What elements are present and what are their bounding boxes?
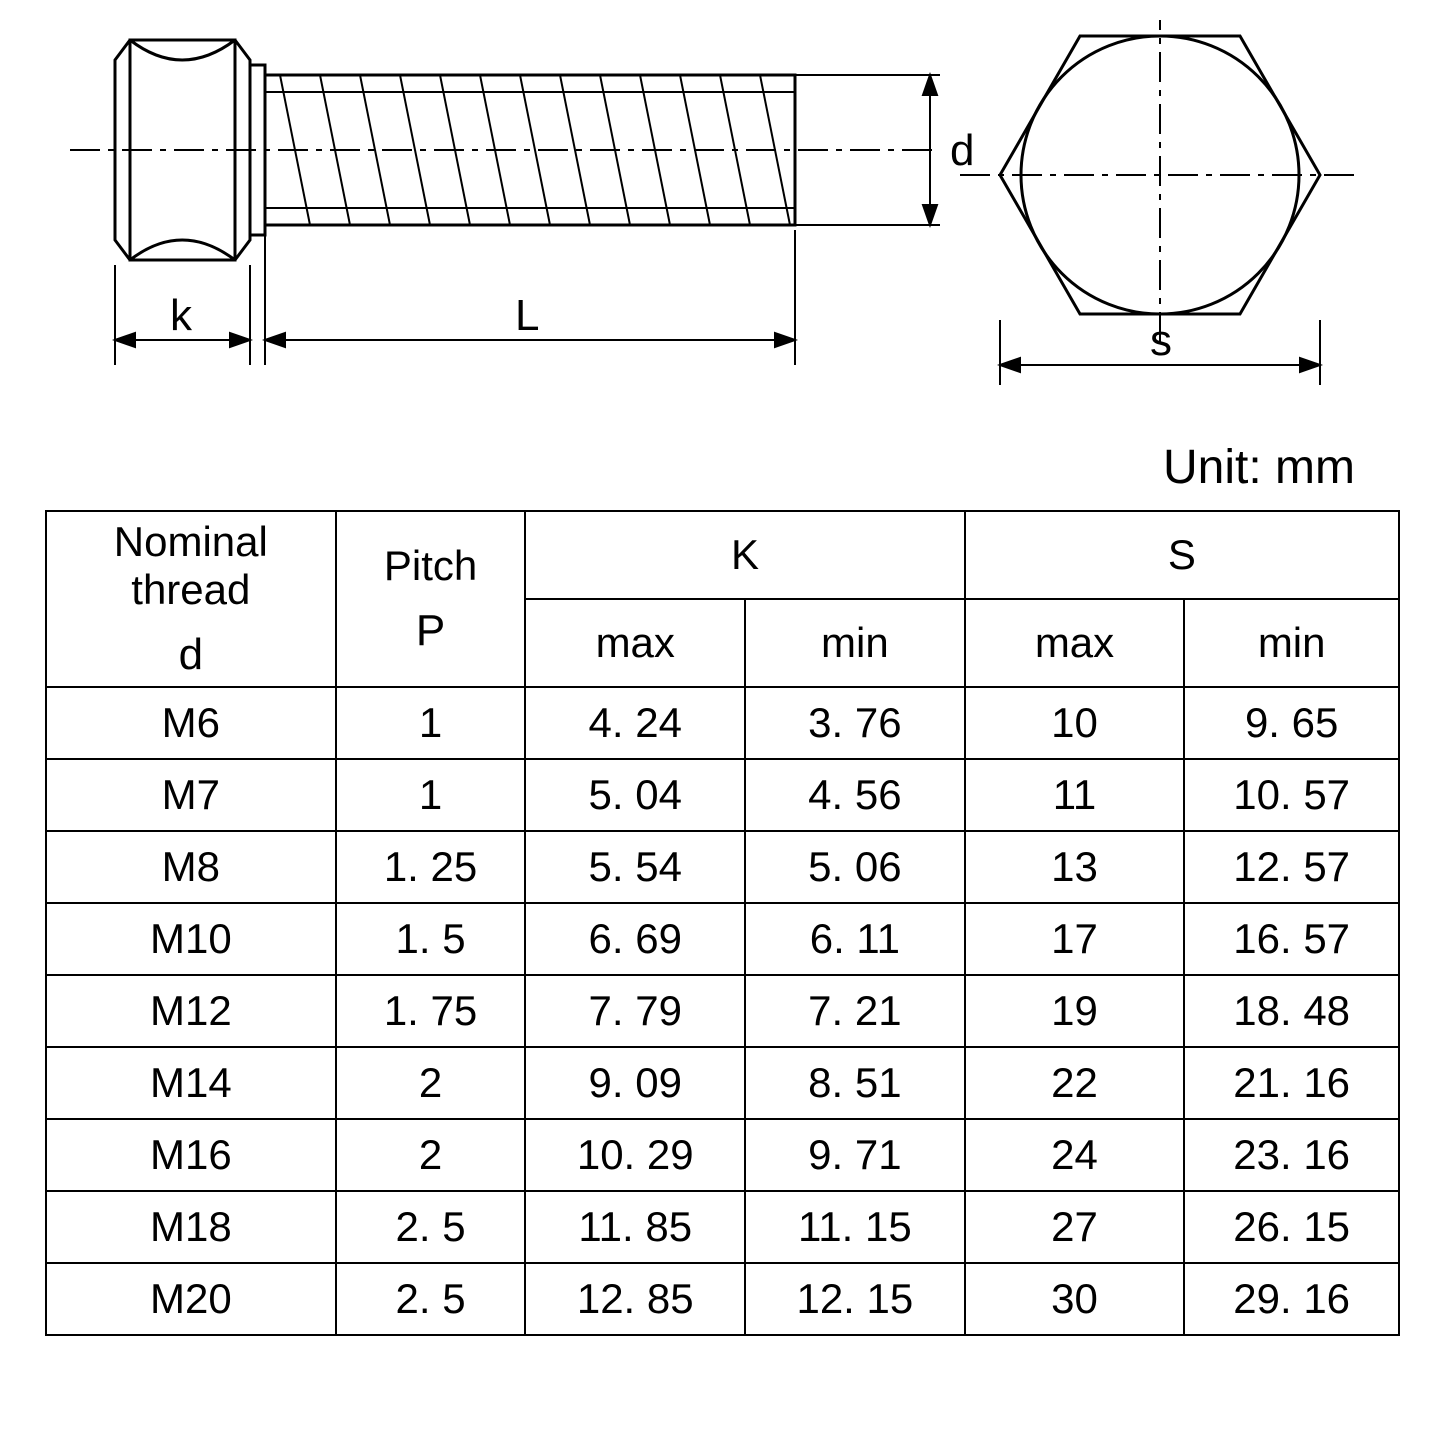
- unit-label: Unit: mm: [1163, 440, 1355, 495]
- table-cell: 9. 09: [525, 1047, 745, 1119]
- header-K-max: max: [525, 599, 745, 687]
- table-cell: 2. 5: [336, 1263, 526, 1335]
- table-cell: 5. 54: [525, 831, 745, 903]
- table-cell: 12. 15: [745, 1263, 965, 1335]
- table-cell: 7. 21: [745, 975, 965, 1047]
- table-cell: 11: [965, 759, 1185, 831]
- table-cell: 26. 15: [1184, 1191, 1399, 1263]
- table-cell: 12. 57: [1184, 831, 1399, 903]
- table-cell: M7: [46, 759, 336, 831]
- table-cell: 2. 5: [336, 1191, 526, 1263]
- table-cell: 4. 56: [745, 759, 965, 831]
- table-row: M182. 511. 8511. 152726. 15: [46, 1191, 1399, 1263]
- table-row: M715. 044. 561110. 57: [46, 759, 1399, 831]
- table-cell: M10: [46, 903, 336, 975]
- table-cell: 29. 16: [1184, 1263, 1399, 1335]
- table-row: M1429. 098. 512221. 16: [46, 1047, 1399, 1119]
- table-cell: 5. 04: [525, 759, 745, 831]
- table-cell: 24: [965, 1119, 1185, 1191]
- table-cell: M8: [46, 831, 336, 903]
- table-cell: 6. 69: [525, 903, 745, 975]
- table-cell: 10. 57: [1184, 759, 1399, 831]
- header-pitch: Pitch P: [336, 511, 526, 687]
- table-cell: 21. 16: [1184, 1047, 1399, 1119]
- table-cell: 2: [336, 1119, 526, 1191]
- table-cell: 9. 65: [1184, 687, 1399, 759]
- table-cell: M18: [46, 1191, 336, 1263]
- table-cell: M20: [46, 1263, 336, 1335]
- table-cell: 11. 85: [525, 1191, 745, 1263]
- header-nominal-thread: Nominal thread d: [46, 511, 336, 687]
- table-cell: 22: [965, 1047, 1185, 1119]
- table-cell: 7. 79: [525, 975, 745, 1047]
- table-cell: 30: [965, 1263, 1185, 1335]
- table-cell: 13: [965, 831, 1185, 903]
- header-S-max: max: [965, 599, 1185, 687]
- header-S-min: min: [1184, 599, 1399, 687]
- table-row: M81. 255. 545. 061312. 57: [46, 831, 1399, 903]
- table-row: M16210. 299. 712423. 16: [46, 1119, 1399, 1191]
- table-cell: 10: [965, 687, 1185, 759]
- table-cell: 5. 06: [745, 831, 965, 903]
- table-cell: 17: [965, 903, 1185, 975]
- table-cell: 4. 24: [525, 687, 745, 759]
- bolt-diagram: k L d: [60, 20, 1380, 420]
- table-cell: 1: [336, 759, 526, 831]
- table-cell: 19: [965, 975, 1185, 1047]
- table-row: M202. 512. 8512. 153029. 16: [46, 1263, 1399, 1335]
- dim-label-k: k: [170, 291, 193, 340]
- table-cell: M16: [46, 1119, 336, 1191]
- table-cell: M6: [46, 687, 336, 759]
- header-K-min: min: [745, 599, 965, 687]
- spec-table: Nominal thread d Pitch P K S max min max…: [45, 510, 1400, 1336]
- header-S: S: [965, 511, 1399, 599]
- table-cell: 1: [336, 687, 526, 759]
- dim-label-s: s: [1150, 316, 1172, 365]
- table-cell: M14: [46, 1047, 336, 1119]
- table-cell: 12. 85: [525, 1263, 745, 1335]
- table-cell: 27: [965, 1191, 1185, 1263]
- table-cell: 11. 15: [745, 1191, 965, 1263]
- header-K: K: [525, 511, 964, 599]
- table-cell: 16. 57: [1184, 903, 1399, 975]
- table-cell: 10. 29: [525, 1119, 745, 1191]
- table-cell: 1. 25: [336, 831, 526, 903]
- dim-label-L: L: [515, 291, 539, 340]
- table-cell: M12: [46, 975, 336, 1047]
- dim-label-d: d: [950, 126, 974, 175]
- table-cell: 3. 76: [745, 687, 965, 759]
- table-cell: 9. 71: [745, 1119, 965, 1191]
- table-row: M121. 757. 797. 211918. 48: [46, 975, 1399, 1047]
- table-row: M101. 56. 696. 111716. 57: [46, 903, 1399, 975]
- table-cell: 8. 51: [745, 1047, 965, 1119]
- table-cell: 6. 11: [745, 903, 965, 975]
- table-row: M614. 243. 76109. 65: [46, 687, 1399, 759]
- table-cell: 18. 48: [1184, 975, 1399, 1047]
- table-cell: 2: [336, 1047, 526, 1119]
- table-cell: 1. 5: [336, 903, 526, 975]
- table-cell: 23. 16: [1184, 1119, 1399, 1191]
- table-cell: 1. 75: [336, 975, 526, 1047]
